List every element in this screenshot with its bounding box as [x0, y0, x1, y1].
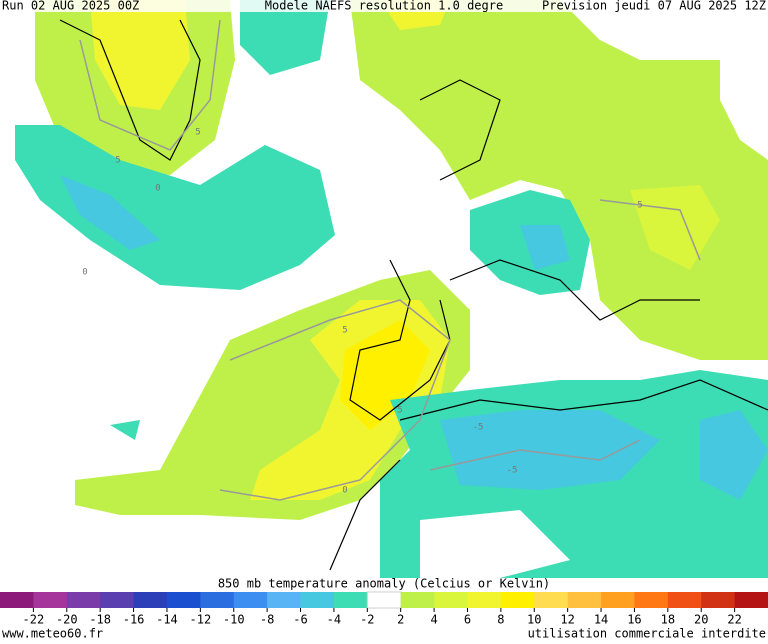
colorbar-swatch	[434, 592, 468, 608]
contour-label: 0	[342, 486, 347, 496]
colorbar-tick-label: -6	[293, 613, 307, 627]
site-label: www.meteo60.fr	[2, 627, 103, 641]
colorbar-tick-label: -4	[327, 613, 341, 627]
contour-label: 5	[397, 406, 402, 416]
contour-label: 5	[342, 326, 347, 336]
colorbar-swatch	[366, 591, 402, 609]
colorbar-tick-label: -18	[89, 613, 111, 627]
colorbar-swatch	[233, 592, 268, 608]
colorbar-swatch	[267, 592, 302, 608]
colorbar-tick-label: 2	[397, 613, 404, 627]
colorbar-swatch	[400, 592, 435, 608]
colorbar-swatch	[534, 592, 569, 608]
colorbar-swatch	[133, 592, 168, 608]
colorbar-swatch	[667, 592, 702, 608]
contour-label: 5	[195, 128, 200, 138]
contour-label: -5	[507, 466, 518, 476]
notice-label: utilisation commerciale interdite	[528, 627, 766, 641]
colorbar-tick-label: 18	[661, 613, 675, 627]
contour-label: 5	[637, 201, 642, 211]
colorbar-tick-label: 4	[430, 613, 437, 627]
colorbar-swatch	[734, 592, 768, 608]
colorbar-tick-label: -8	[260, 613, 274, 627]
colorbar-tick-label: -14	[156, 613, 178, 627]
colorbar-tick-label: 10	[527, 613, 541, 627]
colorbar-tick-label: -20	[56, 613, 78, 627]
colorbar-swatch	[634, 592, 669, 608]
colorbar-tick-label: -16	[123, 613, 145, 627]
colorbar-swatch	[200, 592, 235, 608]
run-label: Run 02 AUG 2025 00Z	[2, 0, 139, 13]
colorbar-swatch	[33, 592, 68, 608]
map-fields	[15, 0, 768, 578]
contour-label: 0	[155, 184, 160, 194]
colorbar-tick-label: 14	[594, 613, 608, 627]
colorbar-swatch	[66, 592, 101, 608]
contours	[79, 19, 701, 501]
colorbar-swatch	[701, 592, 736, 608]
colorbar-tick-label: 8	[497, 613, 504, 627]
colorbar-swatch	[100, 592, 135, 608]
colorbar-swatch	[333, 592, 368, 608]
colorbar-tick-label: -10	[223, 613, 245, 627]
colorbar-swatch	[467, 592, 502, 608]
colorbar-swatch	[500, 592, 535, 608]
colorbar-tick-label: 16	[627, 613, 641, 627]
colorbar-tick-label: 22	[727, 613, 741, 627]
colorbar-tick-label: -22	[23, 613, 45, 627]
contour-label: 5	[115, 156, 120, 166]
colorbar-swatch	[166, 592, 201, 608]
contour-labels: 5 0 5 0 5 -5 -5 5 5 0	[82, 128, 642, 496]
colorbar-tick-label: 12	[560, 613, 574, 627]
colorbar-tick-label: 20	[694, 613, 708, 627]
colorbar-swatch	[567, 592, 602, 608]
colorbar-title: 850 mb temperature anomaly (Celcius or K…	[218, 577, 550, 591]
colorbar-swatch	[300, 592, 335, 608]
model-label: Modele NAEFS resolution 1.0 degre	[265, 0, 503, 13]
colorbar-swatch	[0, 592, 34, 608]
colorbar-tick-label: -12	[190, 613, 212, 627]
colorbar-tick-label: -2	[360, 613, 374, 627]
colorbar-swatch	[601, 592, 635, 608]
contour-label: 0	[82, 268, 87, 278]
colorbar: -22 -20 -18 -16 -14 -12 -10 -8 -6 -4 -2 2 4 6 8 10 12 14 1…	[0, 591, 768, 627]
forecast-label: Prevision jeudi 07 AUG 2025 12Z	[542, 0, 766, 13]
colorbar-tick-label: 6	[464, 613, 471, 627]
contour-label: -5	[473, 423, 484, 433]
coastlines	[59, 19, 768, 571]
